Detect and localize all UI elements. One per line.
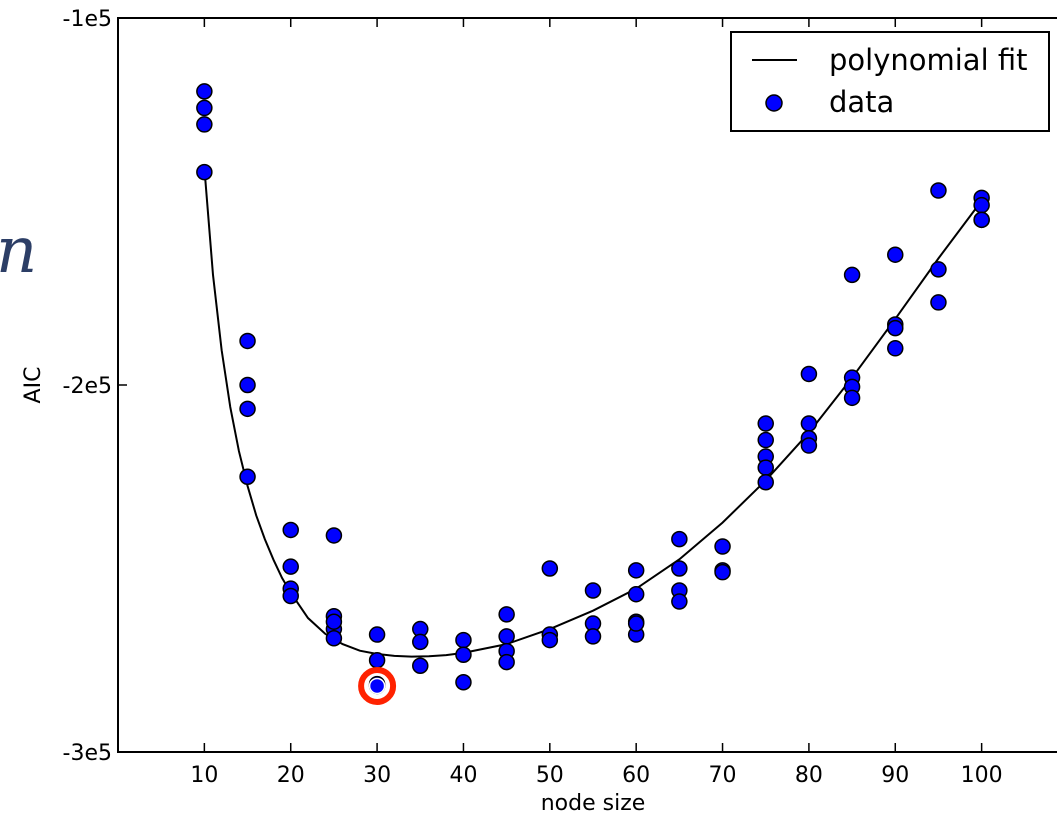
highlighted-data-point bbox=[368, 677, 386, 695]
legend-marker-swatch bbox=[765, 94, 783, 112]
data-point bbox=[627, 585, 645, 603]
data-point bbox=[800, 437, 818, 454]
data-point bbox=[368, 652, 386, 669]
legend: polynomial fit data bbox=[730, 31, 1050, 132]
data-point bbox=[196, 116, 213, 133]
x-tick-label: 30 bbox=[363, 763, 391, 788]
x-tick-label: 70 bbox=[709, 763, 737, 788]
data-point bbox=[455, 646, 472, 663]
y-tick-label: -2e5 bbox=[63, 374, 112, 399]
data-point bbox=[627, 562, 645, 579]
x-tick-label: 60 bbox=[622, 763, 650, 788]
x-tick-label: 100 bbox=[961, 763, 1003, 788]
data-point bbox=[800, 365, 818, 383]
data-point bbox=[239, 376, 256, 394]
data-point bbox=[282, 587, 299, 605]
data-point bbox=[671, 530, 688, 548]
legend-entry-data: data bbox=[829, 85, 894, 119]
data-point bbox=[498, 606, 515, 623]
data-point bbox=[541, 560, 559, 577]
data-point bbox=[368, 626, 386, 643]
data-point bbox=[887, 246, 904, 263]
data-point bbox=[843, 389, 861, 407]
x-tick-label: 50 bbox=[536, 763, 564, 788]
data-point bbox=[757, 459, 774, 476]
y-axis-label: AIC bbox=[21, 367, 46, 404]
data-point bbox=[325, 527, 343, 544]
data-point bbox=[412, 633, 429, 651]
y-axis: -1e5 -2e5 -3e5 bbox=[63, 7, 127, 766]
y-tick-label: -3e5 bbox=[63, 741, 112, 766]
fit-layer bbox=[203, 167, 983, 658]
data-point bbox=[930, 261, 947, 278]
data-point bbox=[325, 629, 343, 647]
data-point bbox=[671, 560, 688, 577]
data-point bbox=[714, 538, 731, 555]
data-point bbox=[757, 415, 774, 432]
x-tick-label: 10 bbox=[190, 763, 218, 788]
data-point bbox=[196, 163, 213, 181]
x-axis: 10 20 30 40 50 60 70 80 90 100 bbox=[190, 18, 1003, 788]
data-point bbox=[325, 613, 343, 630]
stray-glyph: n bbox=[0, 214, 37, 288]
data-point bbox=[282, 521, 299, 539]
legend-entry-polynomial-fit: polynomial fit bbox=[829, 43, 1027, 77]
data-point bbox=[196, 99, 213, 117]
data-point bbox=[843, 266, 861, 284]
data-point bbox=[887, 340, 904, 357]
data-point bbox=[930, 294, 947, 311]
data-point bbox=[973, 211, 990, 229]
x-tick-label: 40 bbox=[449, 763, 477, 788]
data-point bbox=[239, 400, 256, 418]
y-tick-label: -1e5 bbox=[63, 7, 112, 32]
data-point bbox=[455, 674, 472, 691]
data-point bbox=[757, 474, 774, 491]
x-tick-label: 20 bbox=[277, 763, 305, 788]
data-point bbox=[800, 415, 818, 432]
data-point bbox=[714, 563, 731, 581]
data-point bbox=[627, 615, 645, 632]
highlight-layer bbox=[358, 666, 397, 705]
data-point bbox=[973, 196, 990, 214]
data-point bbox=[282, 558, 299, 575]
data-point bbox=[671, 593, 688, 610]
fit-line bbox=[203, 167, 983, 658]
points-layer bbox=[196, 83, 990, 695]
data-point bbox=[239, 332, 256, 350]
x-axis-label: node size bbox=[541, 791, 646, 816]
data-point bbox=[239, 468, 256, 485]
legend-box bbox=[730, 31, 1050, 132]
data-point bbox=[584, 628, 602, 645]
highlight-ring bbox=[358, 666, 397, 705]
data-point bbox=[584, 582, 602, 599]
x-tick-label: 90 bbox=[881, 763, 909, 788]
data-point bbox=[412, 657, 429, 674]
data-point bbox=[887, 319, 904, 337]
plot-area bbox=[117, 17, 1057, 753]
data-point bbox=[196, 83, 213, 100]
data-point bbox=[541, 631, 559, 649]
data-point bbox=[930, 182, 947, 199]
data-point bbox=[455, 631, 472, 649]
data-point bbox=[757, 431, 774, 449]
x-tick-label: 80 bbox=[795, 763, 823, 788]
data-point bbox=[498, 628, 515, 645]
data-point bbox=[498, 653, 515, 671]
